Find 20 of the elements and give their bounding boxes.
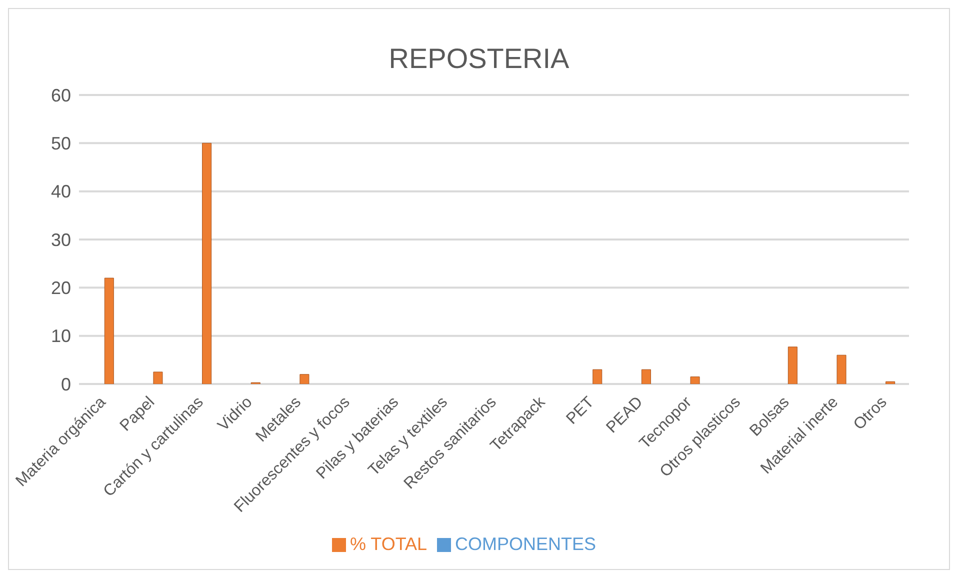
bar	[641, 369, 651, 384]
y-tick-label: 10	[50, 326, 71, 346]
bar	[788, 346, 798, 384]
chart-title: REPOSTERIA	[388, 42, 570, 75]
bar	[300, 374, 310, 384]
y-tick-label: 30	[50, 230, 71, 250]
y-tick-label: 40	[50, 182, 71, 202]
y-tick-label: 20	[50, 278, 71, 298]
bar	[836, 354, 846, 384]
y-tick-label: 0	[60, 374, 71, 394]
y-tick-label: 60	[50, 85, 71, 106]
bar	[690, 376, 700, 384]
bar	[153, 372, 163, 384]
legend-label: % TOTAL	[350, 534, 427, 554]
y-tick-label: 50	[50, 134, 71, 154]
legend-label: COMPONENTES	[455, 534, 596, 554]
bar	[202, 142, 212, 384]
bar	[104, 278, 114, 384]
bar	[886, 381, 896, 384]
bar	[592, 369, 602, 384]
